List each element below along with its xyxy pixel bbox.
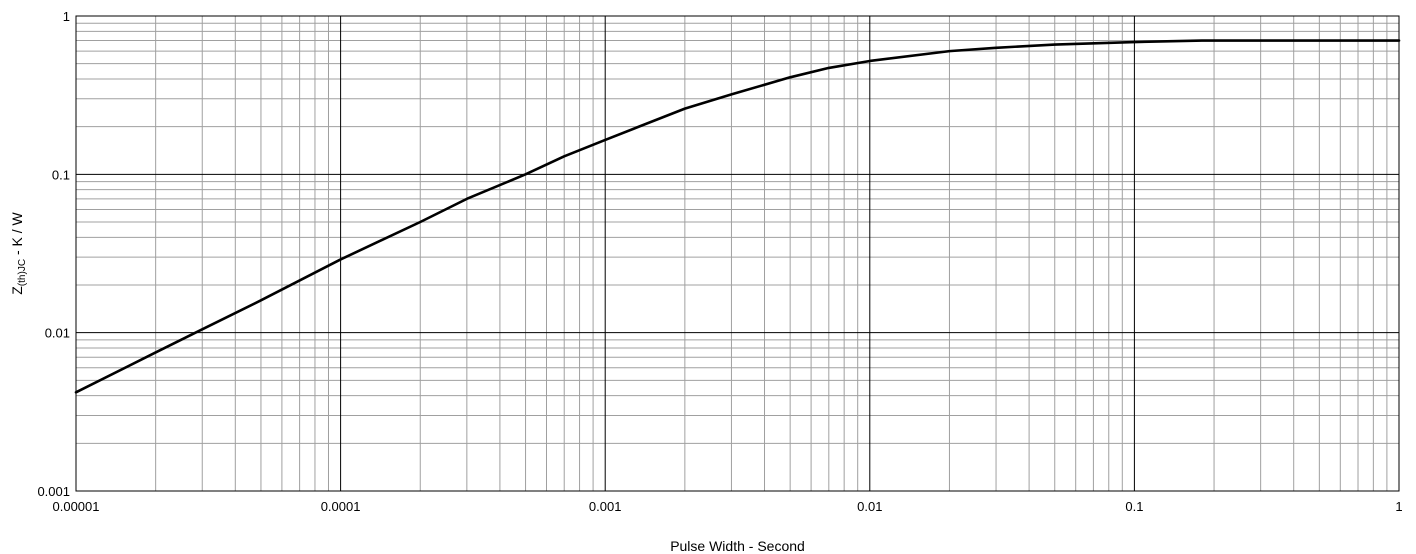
x-tick-label: 1 [1395, 499, 1402, 514]
x-tick-label: 0.00001 [53, 499, 100, 514]
series-layer [74, 39, 1401, 394]
series-line [74, 39, 1401, 394]
major-grid [75, 15, 1400, 492]
y-axis-label: Z(th)JC - K / W [9, 211, 28, 294]
x-tick-label: 0.001 [589, 499, 622, 514]
x-tick-labels: 0.00001 0.0001 0.001 0.01 0.1 1 [53, 499, 1403, 514]
plot-frame [75, 15, 1400, 492]
x-tick-label: 0.0001 [321, 499, 361, 514]
y-axis-label-main: Z [9, 286, 25, 295]
y-tick-label: 0.1 [52, 167, 70, 182]
y-tick-label: 1 [63, 9, 70, 24]
x-tick-label: 0.01 [857, 499, 882, 514]
y-axis-label-subscript: (th)JC [17, 259, 28, 286]
x-tick-label: 0.1 [1125, 499, 1143, 514]
y-tick-label: 0.001 [37, 484, 70, 499]
y-tick-label: 0.01 [45, 326, 70, 341]
minor-grid [76, 16, 1399, 491]
y-axis-label-suffix: - K / W [9, 211, 25, 258]
x-axis-label: Pulse Width - Second [670, 538, 805, 554]
y-tick-labels: 0.001 0.01 0.1 1 [37, 9, 70, 499]
